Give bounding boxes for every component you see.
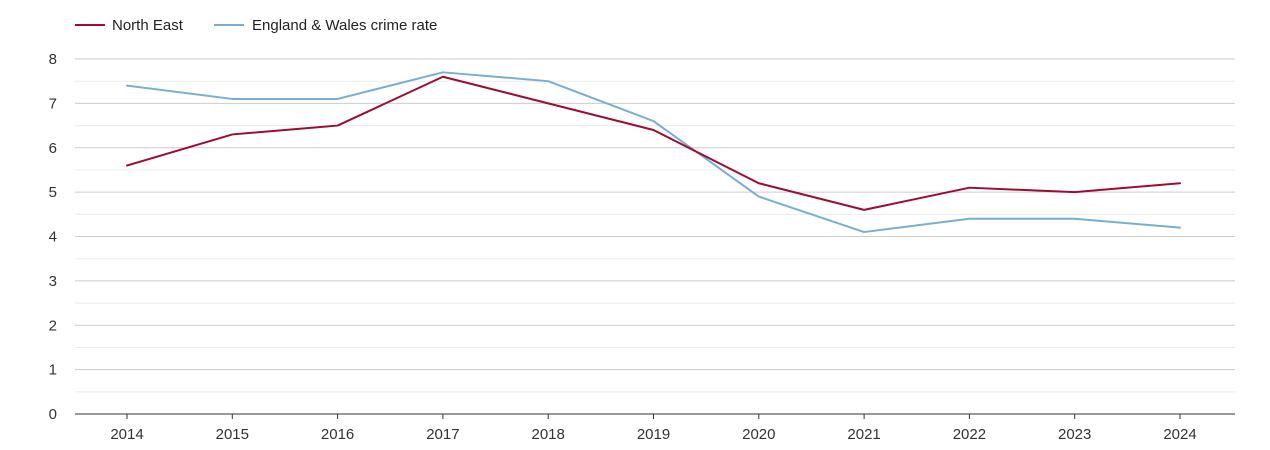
y-tick-label: 0 [49, 406, 57, 423]
y-tick-label: 3 [49, 273, 57, 290]
series-line-england-wales-crime-rate [126, 71, 1181, 234]
x-tick-label: 2015 [216, 426, 249, 443]
legend: North East England & Wales crime rate [75, 17, 437, 34]
y-tick-label: 8 [49, 51, 57, 68]
y-tick-label: 4 [49, 229, 57, 246]
legend-item-north-east[interactable]: North East [75, 17, 184, 34]
x-tick-label: 2019 [637, 426, 670, 443]
x-tick-label: 2017 [426, 426, 459, 443]
x-tick-label: 2018 [532, 426, 565, 443]
x-tick-label: 2016 [321, 426, 354, 443]
axes: 0 1 2 3 4 5 6 7 8 2014 2015 2016 2017 2018 2019 2020 202… [49, 51, 1235, 443]
series-line-north-east [126, 75, 1181, 211]
x-tick-label: 2020 [742, 426, 775, 443]
x-tick-label: 2014 [110, 426, 143, 443]
x-tick-label: 2022 [953, 426, 986, 443]
y-tick-label: 6 [49, 140, 57, 157]
y-tick-label: 7 [49, 95, 57, 112]
legend-label-england-wales: England & Wales crime rate [252, 17, 437, 34]
legend-label-north-east: North East [112, 17, 184, 34]
legend-item-england-wales[interactable]: England & Wales crime rate [214, 17, 437, 34]
x-tick-label: 2021 [847, 426, 880, 443]
y-tick-label: 2 [49, 317, 57, 334]
x-tick-label: 2024 [1163, 426, 1196, 443]
series [126, 71, 1181, 234]
y-tick-label: 1 [49, 362, 57, 379]
x-tick-label: 2023 [1058, 426, 1091, 443]
y-tick-label: 5 [49, 184, 57, 201]
grid [75, 58, 1235, 393]
